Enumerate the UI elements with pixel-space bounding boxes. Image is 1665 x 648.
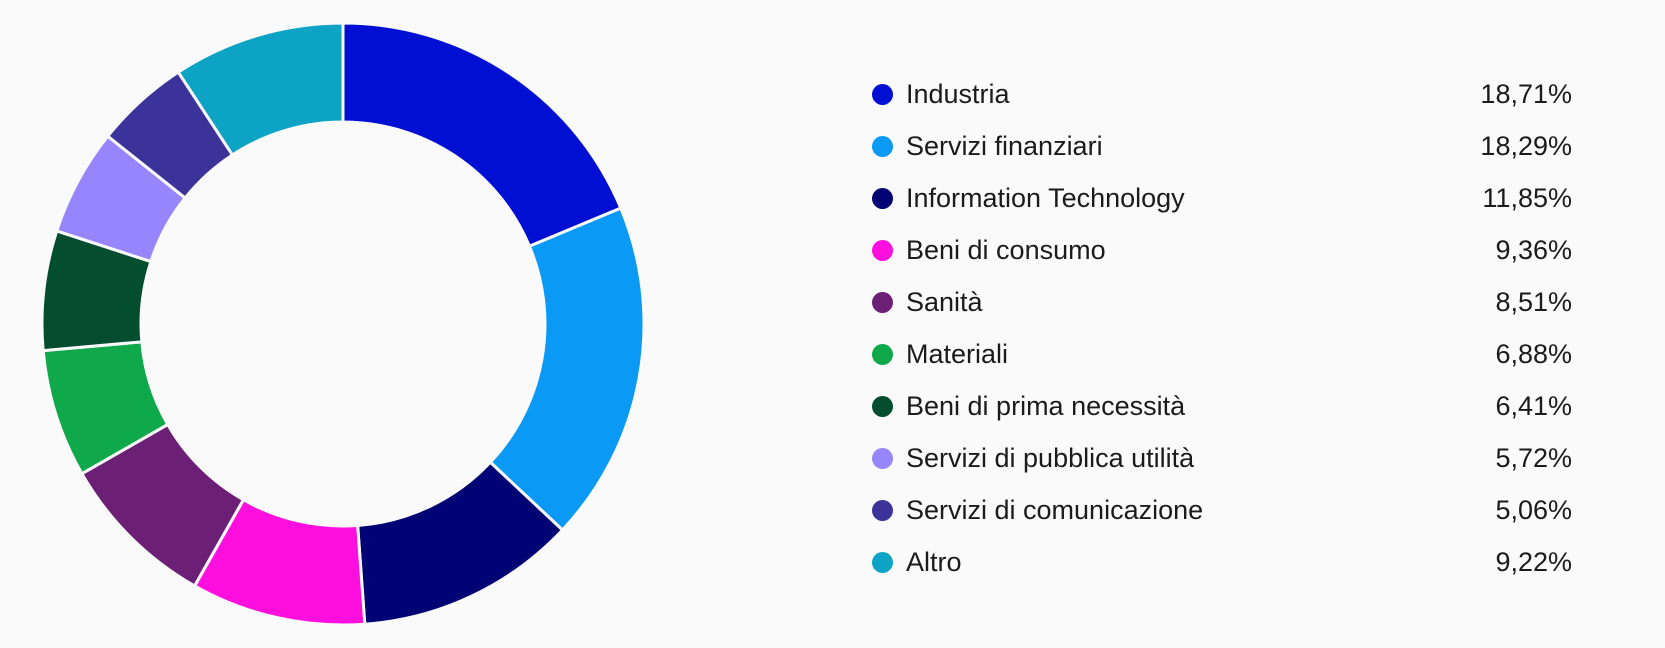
legend-color-dot <box>872 447 893 469</box>
legend-label: Sanità <box>906 286 983 317</box>
legend-item: Altro 9,22% <box>872 536 1572 588</box>
legend-value: 5,06% <box>1495 494 1572 525</box>
legend-value: 18,71% <box>1480 78 1572 109</box>
legend-value: 18,29% <box>1480 130 1572 161</box>
legend-color-dot <box>872 83 893 105</box>
legend-item: Servizi finanziari 18,29% <box>872 120 1572 172</box>
legend-value: 9,36% <box>1495 234 1572 265</box>
legend-value: 6,41% <box>1495 390 1572 421</box>
legend-value: 9,22% <box>1495 546 1572 577</box>
legend-color-dot <box>872 499 893 521</box>
chart-legend: Industria 18,71% Servizi finanziari 18,29% I… <box>872 68 1572 588</box>
legend-item: Materiali 6,88% <box>872 328 1572 380</box>
legend-item: Information Technology 11,85% <box>872 172 1572 224</box>
legend-value: 8,51% <box>1495 286 1572 317</box>
legend-label: Servizi di pubblica utilità <box>906 442 1195 473</box>
donut-slice <box>341 21 623 248</box>
legend-label: Beni di prima necessità <box>906 390 1186 421</box>
legend-label: Industria <box>906 78 1010 109</box>
donut-slice <box>488 206 646 532</box>
legend-item: Beni di consumo 9,36% <box>872 224 1572 276</box>
legend-label: Servizi di comunicazione <box>906 494 1204 525</box>
legend-label: Materiali <box>906 338 1009 369</box>
donut-chart <box>40 21 646 627</box>
legend-item: Sanità 8,51% <box>872 276 1572 328</box>
donut-slice <box>176 21 345 157</box>
legend-label: Beni di consumo <box>906 234 1106 265</box>
legend-color-dot <box>872 187 893 209</box>
legend-color-dot <box>872 135 893 157</box>
legend-color-dot <box>872 343 893 365</box>
legend-item: Servizi di pubblica utilità 5,72% <box>872 432 1572 484</box>
legend-label: Servizi finanziari <box>906 130 1103 161</box>
legend-label: Altro <box>906 546 962 577</box>
legend-color-dot <box>872 551 893 573</box>
legend-label: Information Technology <box>906 182 1185 213</box>
legend-color-dot <box>872 395 893 417</box>
legend-item: Industria 18,71% <box>872 68 1572 120</box>
legend-value: 6,88% <box>1495 338 1572 369</box>
legend-color-dot <box>872 239 893 261</box>
legend-value: 5,72% <box>1495 442 1572 473</box>
legend-item: Servizi di comunicazione 5,06% <box>872 484 1572 536</box>
legend-color-dot <box>872 291 893 313</box>
legend-item: Beni di prima necessità 6,41% <box>872 380 1572 432</box>
legend-value: 11,85% <box>1482 182 1572 213</box>
